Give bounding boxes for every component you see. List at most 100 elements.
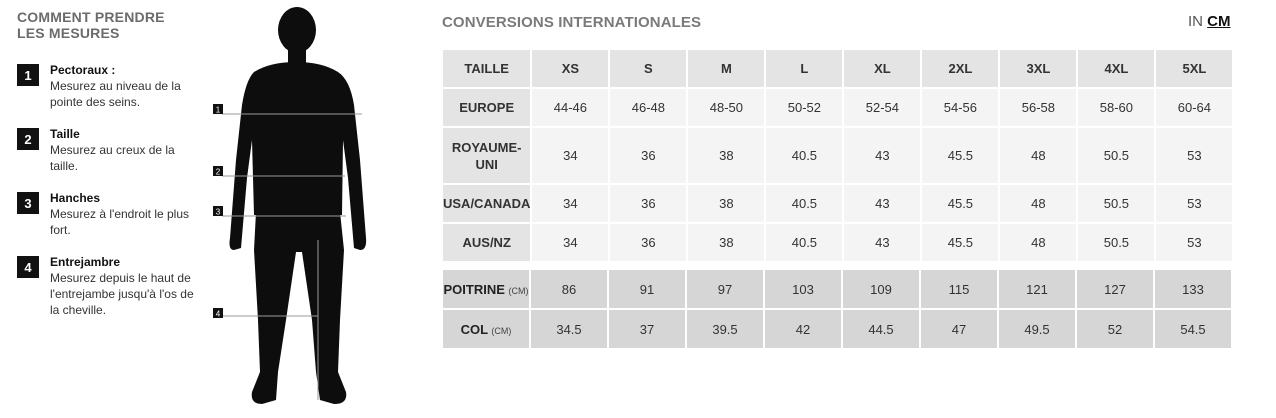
- table-cell: 48-50: [688, 89, 765, 126]
- silhouette-icon: 1 2 3 4: [213, 7, 367, 404]
- table-row: AUS/NZ 34 36 38 40.5 43 45.5 48 50.5 53: [443, 224, 1233, 261]
- marker-label: 3: [216, 208, 221, 217]
- marker-hips: 3: [213, 206, 223, 217]
- table-cell: 127: [1077, 270, 1153, 308]
- table-cell: 43: [844, 185, 921, 222]
- table-cell: 103: [765, 270, 841, 308]
- table-cell: 40.5: [766, 185, 843, 222]
- table-cell: 50.5: [1078, 128, 1155, 183]
- table-cell: 52-54: [844, 89, 921, 126]
- row-label: ROYAUME-UNI: [443, 128, 531, 183]
- step-text: Taille Mesurez au creux de la taille.: [50, 126, 197, 174]
- size-s: S: [610, 50, 687, 87]
- row-label: USA/CANADA: [443, 185, 531, 222]
- table-cell: 97: [687, 270, 763, 308]
- table-cell: 53: [1156, 128, 1233, 183]
- table-row: USA/CANADA 34 36 38 40.5 43 45.5 48 50.5…: [443, 185, 1233, 222]
- table-cell: 45.5: [922, 128, 999, 183]
- size-header: TAILLE: [443, 50, 531, 87]
- marker-waist: 2: [213, 166, 223, 177]
- table-cell: 109: [843, 270, 919, 308]
- table-cell: 58-60: [1078, 89, 1155, 126]
- marker-label: 2: [216, 168, 221, 177]
- table-cell: 38: [688, 224, 765, 261]
- guide-title: COMMENT PRENDRE LES MESURES: [17, 9, 197, 41]
- marker-chest: 1: [213, 104, 223, 115]
- table-cell: 48: [1000, 224, 1077, 261]
- table-cell: 50.5: [1078, 185, 1155, 222]
- table-cell: 121: [999, 270, 1075, 308]
- table-cell: 60-64: [1156, 89, 1233, 126]
- table-cell: 45.5: [922, 224, 999, 261]
- table-cell: 91: [609, 270, 685, 308]
- table-cell: 54.5: [1155, 310, 1231, 348]
- table-cell: 38: [688, 128, 765, 183]
- row-label: POITRINE (CM): [443, 270, 529, 308]
- row-label: EUROPE: [443, 89, 531, 126]
- table-cell: 40.5: [766, 224, 843, 261]
- measurement-guide: COMMENT PRENDRE LES MESURES 1 Pectoraux …: [17, 9, 197, 318]
- table-row: COL (CM) 34.5 37 39.5 42 44.5 47 49.5 52…: [443, 310, 1231, 348]
- table-cell: 39.5: [687, 310, 763, 348]
- table-cell: 38: [688, 185, 765, 222]
- step-description: Mesurez à l'endroit le plus fort.: [50, 207, 190, 237]
- step-description: Mesurez au creux de la taille.: [50, 143, 175, 173]
- conversions-title: CONVERSIONS INTERNATIONALES: [442, 14, 702, 31]
- unit-cm-button[interactable]: CM: [1207, 13, 1231, 30]
- table-row: TAILLE XS S M L XL 2XL 3XL 4XL 5XL: [443, 50, 1233, 87]
- step-number-badge: 3: [17, 192, 39, 214]
- size-m: M: [688, 50, 765, 87]
- marker-label: 4: [216, 310, 221, 319]
- step-description: Mesurez depuis le haut de l'entrejambe j…: [50, 271, 194, 317]
- table-cell: 50-52: [766, 89, 843, 126]
- step-name: Hanches: [50, 191, 101, 205]
- table-row: ROYAUME-UNI 34 36 38 40.5 43 45.5 48 50.…: [443, 128, 1233, 183]
- table-cell: 52: [1077, 310, 1153, 348]
- table-cell: 43: [844, 224, 921, 261]
- table-cell: 53: [1156, 224, 1233, 261]
- table-cell: 34: [532, 185, 609, 222]
- table-cell: 53: [1156, 185, 1233, 222]
- size-l: L: [766, 50, 843, 87]
- step-name: Taille: [50, 127, 80, 141]
- step-number-badge: 1: [17, 64, 39, 86]
- step-hips: 3 Hanches Mesurez à l'endroit le plus fo…: [17, 190, 197, 254]
- row-label-text: COL: [460, 321, 488, 337]
- table-cell: 56-58: [1000, 89, 1077, 126]
- step-text: Hanches Mesurez à l'endroit le plus fort…: [50, 190, 197, 238]
- row-label-text: POITRINE: [443, 281, 505, 297]
- marker-inseam: 4: [213, 308, 223, 319]
- body-silhouette-figure: 1 2 3 4: [210, 0, 410, 418]
- table-cell: 47: [921, 310, 997, 348]
- size-3xl: 3XL: [1000, 50, 1077, 87]
- table-cell: 49.5: [999, 310, 1075, 348]
- guide-title-line1: COMMENT PRENDRE: [17, 9, 165, 25]
- step-text: Entrejambre Mesurez depuis le haut de l'…: [50, 254, 197, 318]
- step-waist: 2 Taille Mesurez au creux de la taille.: [17, 126, 197, 190]
- table-cell: 46-48: [610, 89, 687, 126]
- row-label-unit: (CM): [508, 285, 529, 296]
- unit-in-button[interactable]: IN: [1188, 13, 1203, 30]
- step-number-badge: 2: [17, 128, 39, 150]
- guide-title-line2: LES MESURES: [17, 25, 120, 41]
- step-name: Entrejambre: [50, 255, 121, 269]
- measurement-steps: 1 Pectoraux : Mesurez au niveau de la po…: [17, 62, 197, 318]
- body-measurement-table: POITRINE (CM) 86 91 97 103 109 115 121 1…: [441, 268, 1233, 350]
- size-conversion-table: TAILLE XS S M L XL 2XL 3XL 4XL 5XL EUROP…: [441, 48, 1234, 263]
- table-cell: 43: [844, 128, 921, 183]
- unit-toggle: IN CM: [1188, 13, 1231, 30]
- table-cell: 40.5: [766, 128, 843, 183]
- table-cell: 45.5: [922, 185, 999, 222]
- row-label: COL (CM): [443, 310, 529, 348]
- size-xl: XL: [844, 50, 921, 87]
- table-cell: 115: [921, 270, 997, 308]
- table-cell: 44-46: [532, 89, 609, 126]
- step-description: Mesurez au niveau de la pointe des seins…: [50, 79, 181, 109]
- table-cell: 48: [1000, 185, 1077, 222]
- marker-label: 1: [216, 106, 221, 115]
- table-cell: 34: [532, 224, 609, 261]
- table-cell: 54-56: [922, 89, 999, 126]
- table-cell: 50.5: [1078, 224, 1155, 261]
- table-cell: 34.5: [531, 310, 607, 348]
- table-cell: 37: [609, 310, 685, 348]
